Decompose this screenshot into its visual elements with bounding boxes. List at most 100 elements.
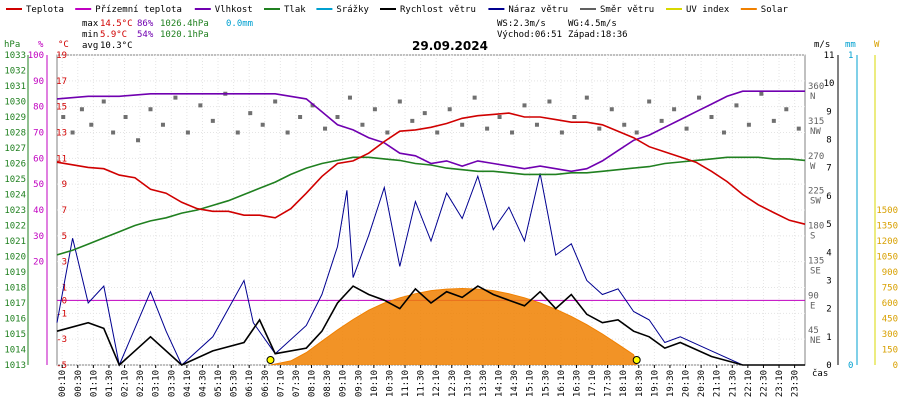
wind-speed-tick-2: 2 (826, 305, 831, 315)
wind-dir-name-2: W (810, 162, 816, 172)
wind-dir-deg-5: 135 (808, 256, 824, 266)
pressure-tick-12: 1025 (4, 175, 26, 185)
x-tick-label-36: 18:10 (619, 370, 629, 397)
wind-dir-point-16 (248, 111, 253, 116)
pressure-tick-15: 1028 (4, 129, 26, 139)
legend-label-2: Vlhkost (215, 5, 253, 15)
solar-tick-8: 1200 (876, 237, 898, 247)
legend-label-8: UV index (686, 5, 730, 15)
wind-dir-point-5 (111, 130, 116, 135)
x-tick-label-9: 04:30 (198, 370, 208, 397)
grid (56, 54, 806, 366)
humidity-tick-2: 40 (33, 206, 44, 216)
humidity-tick-5: 70 (33, 129, 44, 139)
legend-label-5: Rychlost větru (400, 5, 476, 15)
wind-dir-name-6: E (810, 301, 815, 311)
x-tick-label-25: 12:30 (448, 370, 458, 397)
wind-dir-point-39 (534, 122, 539, 127)
wind-dir-point-33 (460, 122, 465, 127)
wind-dir-point-47 (634, 130, 639, 135)
legend-label-7: Směr větru (600, 5, 654, 15)
wind-dir-point-49 (659, 118, 664, 123)
unit-temperature: °C (58, 40, 69, 50)
temperature-tick-0: -5 (56, 361, 67, 371)
solar-area (270, 288, 637, 365)
wind-dir-deg-7: 45 (808, 326, 819, 336)
x-tick-label-6: 03:10 (152, 370, 162, 397)
wind-dir-point-60 (796, 126, 801, 131)
pressure-tick-19: 1032 (4, 67, 26, 77)
humidity-tick-6: 80 (33, 103, 44, 113)
pressure-tick-16: 1029 (4, 113, 26, 123)
humidity-tick-1: 30 (33, 232, 44, 242)
x-tick-label-41: 20:30 (697, 370, 707, 397)
solar-tick-10: 1500 (876, 206, 898, 216)
stat-min-hum: 54% (137, 30, 154, 40)
x-tick-label-31: 15:30 (541, 370, 551, 397)
legend-label-0: Teplota (26, 5, 64, 15)
legend-label-1: Přízemní teplota (95, 5, 182, 15)
wind-dir-point-23 (335, 115, 340, 119)
pressure-tick-13: 1026 (4, 160, 26, 170)
temperature-tick-12: 19 (56, 51, 67, 61)
wind-dir-point-40 (547, 99, 552, 104)
wind-speed-tick-5: 5 (826, 220, 831, 230)
x-tick-label-7: 03:30 (167, 370, 177, 397)
x-tick-label-44: 22:10 (744, 370, 754, 397)
pressure-tick-7: 1020 (4, 253, 26, 263)
axis-units: hPa% °C m/s mm W (4, 40, 880, 50)
wind-dir-point-50 (672, 107, 677, 112)
wind-dir-point-15 (235, 130, 240, 135)
x-tick-label-34: 17:10 (588, 370, 598, 397)
wind-speed-tick-7: 7 (826, 164, 831, 174)
wind-dir-point-34 (472, 95, 477, 100)
x-tick-label-28: 14:10 (495, 370, 505, 397)
x-tick-label-46: 23:10 (775, 370, 785, 397)
solar-tick-0: 0 (893, 361, 898, 371)
wind-dir-point-43 (584, 95, 589, 100)
wind-dir-point-0 (61, 115, 66, 119)
temperature-tick-2: -1 (56, 309, 67, 319)
wind-dir-point-25 (360, 122, 365, 127)
x-tick-label-8: 04:10 (183, 370, 193, 397)
temperature-line (56, 112, 806, 225)
wind-dir-point-3 (89, 122, 94, 127)
wind-dir-point-17 (260, 122, 265, 127)
wind-speed-tick-11: 11 (824, 51, 835, 61)
wind-dir-point-45 (609, 107, 614, 112)
wind-dir-point-22 (323, 126, 328, 131)
wind-dir-point-59 (784, 107, 789, 112)
temperature-tick-7: 9 (62, 180, 67, 190)
x-tick-label-16: 08:10 (308, 370, 318, 397)
x-tick-label-18: 09:10 (339, 370, 349, 397)
wind-dir-point-13 (210, 118, 215, 123)
wind-dir-point-10 (173, 95, 178, 100)
unit-humidity: % (38, 40, 44, 50)
wind-dir-point-1 (70, 130, 75, 135)
solar-tick-2: 300 (882, 330, 898, 340)
wind-dir-name-5: SE (810, 266, 821, 276)
wind-dir-point-28 (397, 99, 402, 104)
pressure-tick-20: 1033 (4, 51, 26, 61)
stat-min-temp: 5.9°C (100, 30, 127, 40)
pressure-tick-14: 1027 (4, 144, 26, 154)
temperature-tick-1: -3 (56, 335, 67, 345)
x-tick-label-37: 18:30 (635, 370, 645, 397)
x-tick-label-29: 14:30 (510, 370, 520, 397)
wind-speed-tick-0: 0 (826, 361, 831, 371)
solar-tick-5: 750 (882, 284, 898, 294)
wind-dir-point-6 (123, 115, 128, 119)
x-tick-label-4: 02:10 (121, 370, 131, 397)
stat-wg: WG:4.5m/s (568, 19, 617, 29)
wind-dir-point-58 (771, 118, 776, 123)
x-tick-label-17: 08:30 (323, 370, 333, 397)
humidity-tick-8: 100 (28, 51, 44, 61)
x-axis-label: čas (812, 368, 828, 379)
x-axis-ticks: 00:10 00:30 01:10 01:30 02:10 02:30 03:10 03:30… (58, 365, 801, 397)
wind-dir-point-20 (298, 115, 303, 119)
x-tick-label-21: 10:30 (385, 370, 395, 397)
stat-max-temp: 14.5°C (100, 19, 133, 29)
temperature-tick-9: 13 (56, 129, 67, 139)
humidity-tick-0: 20 (33, 258, 44, 268)
wind-dir-point-30 (422, 111, 427, 116)
